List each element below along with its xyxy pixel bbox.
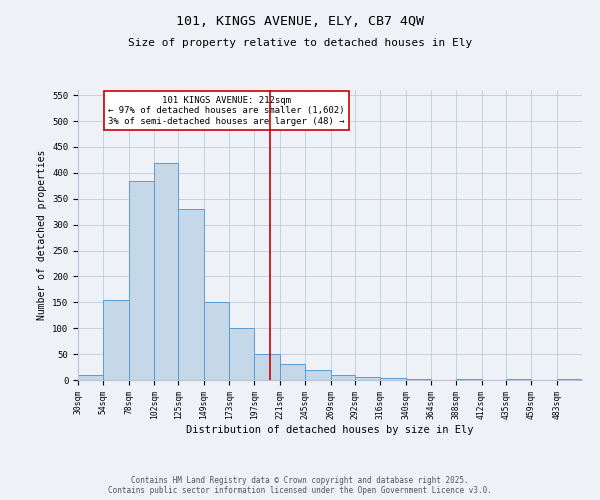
Bar [331, 375, 355, 380]
Bar [355, 378, 380, 380]
Bar [78, 375, 103, 380]
Bar [103, 300, 129, 380]
Text: Contains HM Land Registry data © Crown copyright and database right 2025.
Contai: Contains HM Land Registry data © Crown c… [108, 476, 492, 495]
Bar [154, 162, 178, 380]
Bar [178, 209, 204, 380]
Bar [229, 328, 254, 380]
Y-axis label: Number of detached properties: Number of detached properties [37, 150, 47, 320]
Bar [406, 379, 431, 380]
Bar [280, 364, 305, 380]
Text: Size of property relative to detached houses in Ely: Size of property relative to detached ho… [128, 38, 472, 48]
Bar [129, 180, 154, 380]
X-axis label: Distribution of detached houses by size in Ely: Distribution of detached houses by size … [186, 424, 474, 434]
Text: 101, KINGS AVENUE, ELY, CB7 4QW: 101, KINGS AVENUE, ELY, CB7 4QW [176, 15, 424, 28]
Bar [254, 354, 280, 380]
Text: 101 KINGS AVENUE: 212sqm
← 97% of detached houses are smaller (1,602)
3% of semi: 101 KINGS AVENUE: 212sqm ← 97% of detach… [109, 96, 345, 126]
Bar [305, 370, 331, 380]
Bar [204, 302, 229, 380]
Bar [380, 378, 406, 380]
